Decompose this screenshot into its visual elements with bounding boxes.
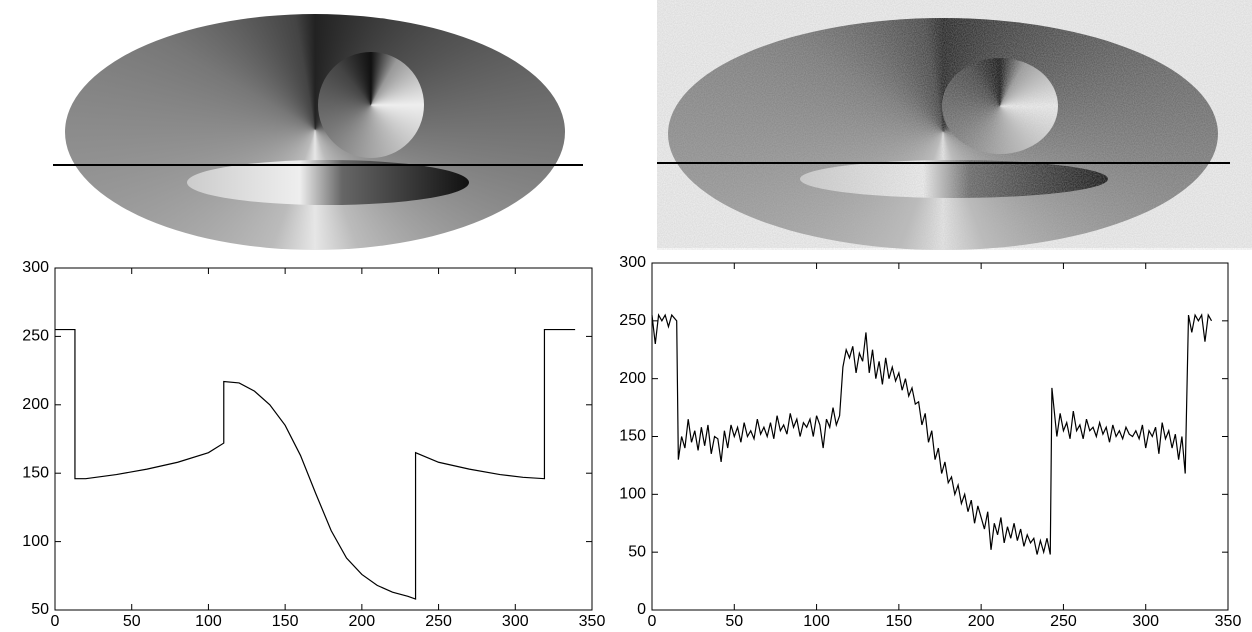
y-tick-label: 50 — [628, 543, 646, 560]
phantom-ellipse — [187, 160, 469, 205]
x-tick-label: 0 — [51, 613, 60, 630]
x-tick-label: 50 — [725, 613, 743, 630]
x-tick-label: 0 — [648, 613, 657, 630]
data-line — [651, 313, 1213, 555]
y-tick-label: 250 — [22, 328, 49, 345]
y-tick-label: 200 — [22, 396, 49, 413]
y-tick-label: 0 — [637, 601, 646, 618]
axes-box — [54, 267, 593, 611]
x-tick-label: 100 — [803, 613, 830, 630]
y-tick-label: 150 — [619, 428, 646, 445]
x-tick-label: 250 — [1050, 613, 1077, 630]
y-tick-label: 100 — [22, 533, 49, 550]
y-tick-label: 250 — [619, 312, 646, 329]
y-tick-label: 200 — [619, 370, 646, 387]
phantom-image — [65, 14, 565, 250]
x-tick-label: 200 — [968, 613, 995, 630]
axes-box — [651, 262, 1229, 611]
x-tick-label: 150 — [886, 613, 913, 630]
x-tick-label: 350 — [1215, 613, 1242, 630]
x-tick-label: 100 — [195, 613, 222, 630]
x-tick-label: 350 — [579, 613, 606, 630]
x-tick-label: 300 — [1132, 613, 1159, 630]
x-tick-label: 250 — [425, 613, 452, 630]
x-tick-label: 50 — [123, 613, 141, 630]
data-line — [55, 328, 576, 600]
y-tick-label: 300 — [619, 254, 646, 271]
x-tick-label: 200 — [349, 613, 376, 630]
image-noise — [657, 0, 1252, 250]
x-tick-label: 150 — [272, 613, 299, 630]
x-tick-label: 300 — [502, 613, 529, 630]
y-tick-label: 50 — [31, 601, 49, 618]
y-tick-label: 150 — [22, 464, 49, 481]
phantom-circle — [318, 52, 424, 158]
y-tick-label: 300 — [22, 259, 49, 276]
y-tick-label: 100 — [619, 486, 646, 503]
